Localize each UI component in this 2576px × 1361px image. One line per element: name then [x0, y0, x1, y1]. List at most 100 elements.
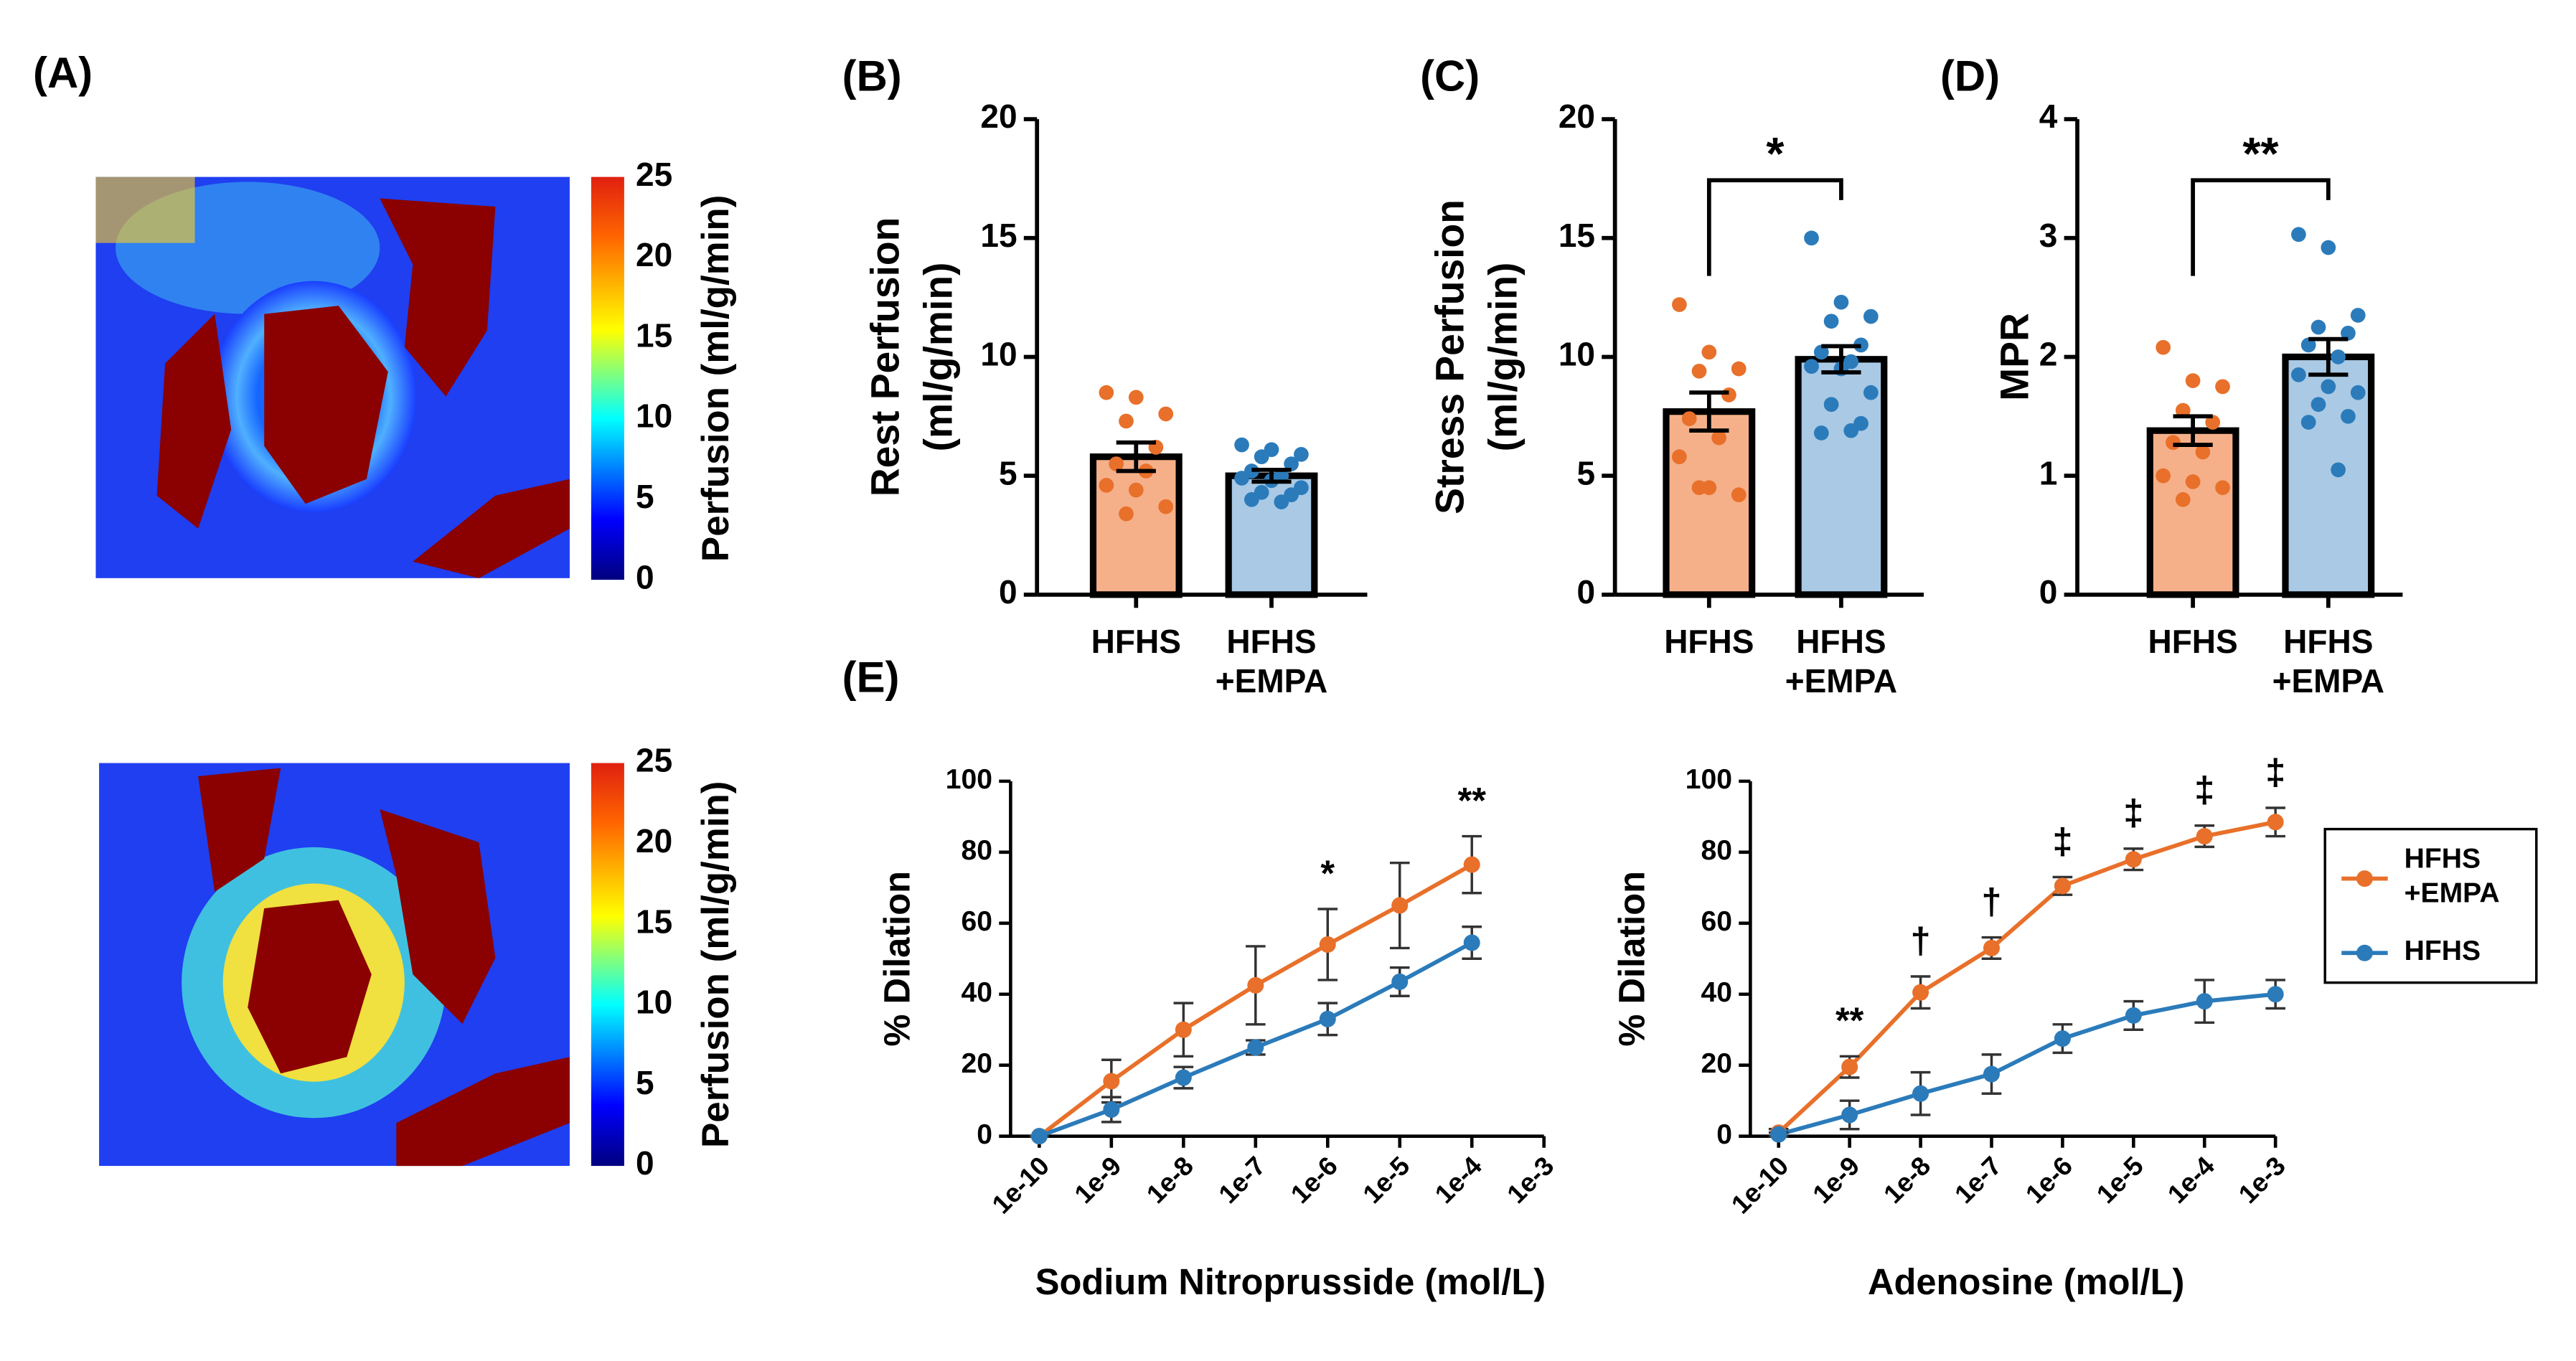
data-point: [1234, 471, 1249, 486]
data-point: [1109, 456, 1124, 471]
y-tick-label: 5: [1576, 454, 1595, 491]
panel-label: (A): [33, 49, 93, 97]
data-point: [1099, 478, 1114, 493]
data-point: [2311, 319, 2326, 335]
data-point: [1863, 309, 1879, 324]
x-tick-label: 1e-10: [1726, 1151, 1795, 1220]
colorbar-tick-label: 15: [636, 903, 672, 940]
data-point: [2311, 397, 2326, 413]
marker: [1912, 984, 1929, 1001]
annotation: ‡: [2123, 792, 2143, 833]
data-point: [1691, 480, 1707, 496]
y-tick-label: 15: [1559, 217, 1595, 254]
x-tick-label: 1e-6: [2020, 1151, 2078, 1209]
y-axis-label: Stress Perfusion: [1428, 199, 1472, 514]
perfusion-map: [95, 176, 570, 578]
error-bar: [1116, 440, 1156, 474]
marker: [1319, 1010, 1336, 1027]
x-tick-label: 1e-3: [1501, 1151, 1559, 1209]
marker: [2196, 993, 2213, 1010]
annotation: **: [1458, 780, 1487, 821]
data-point: [2175, 402, 2191, 418]
perfusion-map: [99, 763, 570, 1167]
y-tick-label: 10: [1559, 336, 1595, 373]
y-tick-label: 0: [1576, 573, 1595, 611]
y-tick-label: 15: [980, 217, 1017, 254]
colorbar-tick-label: 20: [636, 236, 672, 273]
y-tick-label: 0: [1716, 1119, 1732, 1150]
data-point: [1863, 385, 1879, 400]
data-point: [1672, 297, 1687, 312]
marker: [1912, 1085, 1929, 1102]
marker: [1983, 1065, 2000, 1083]
data-point: [2156, 468, 2171, 484]
y-tick-label: 0: [977, 1119, 992, 1150]
marker: [1391, 973, 1409, 990]
marker: [2267, 814, 2284, 831]
data-point: [2185, 474, 2201, 489]
x-tick-label: 1e-6: [1285, 1151, 1343, 1209]
data-point: [2175, 491, 2191, 507]
data-point: [1804, 230, 1819, 246]
data-point: [1701, 344, 1717, 360]
significance-bracket: [2191, 178, 2331, 276]
colorbar-tick-label: 10: [636, 984, 672, 1021]
data-point: [2166, 435, 2181, 451]
y-tick-label: 3: [2039, 217, 2058, 254]
marker: [2125, 851, 2142, 868]
colorbar-label: Perfusion (ml/g/min): [695, 195, 737, 562]
colorbar: [591, 763, 624, 1167]
x-tick-label: 1e-8: [1878, 1151, 1936, 1209]
significance-bracket: [1706, 178, 1843, 276]
data-point: [1099, 385, 1114, 400]
marker: [1247, 1039, 1264, 1056]
marker: [1391, 897, 1409, 914]
x-tick-label: 1e-4: [1429, 1151, 1487, 1209]
error-bar: [1251, 467, 1292, 484]
y-tick-label: 20: [962, 1048, 993, 1079]
legend-marker: [2356, 870, 2373, 887]
annotation: *: [1320, 852, 1335, 893]
panel-label: (D): [1940, 52, 2000, 100]
y-tick-label: 0: [2039, 573, 2058, 611]
data-point: [1804, 359, 1819, 375]
marker: [2267, 986, 2284, 1003]
x-tick-label: 1e-5: [2091, 1151, 2149, 1209]
y-tick-label: 40: [962, 977, 993, 1008]
annotation: †: [1981, 881, 2001, 922]
colorbar-tick-label: 0: [636, 1144, 654, 1182]
y-tick-label: 20: [980, 98, 1017, 135]
data-point: [1234, 437, 1249, 453]
marker: [1841, 1106, 1858, 1124]
data-point: [2195, 444, 2211, 460]
y-tick-label: 10: [980, 336, 1017, 373]
marker: [1175, 1021, 1192, 1038]
y-tick-label: 2: [2039, 336, 2058, 373]
x-tick-label: 1e-10: [987, 1151, 1056, 1220]
panel-label: (C): [1420, 52, 1480, 100]
y-tick-label: 60: [1701, 906, 1733, 937]
data-point: [2321, 240, 2336, 255]
data-point: [2300, 337, 2316, 353]
error-bar: [2173, 414, 2213, 447]
data-point: [1128, 390, 1144, 405]
y-tick-label: 60: [962, 906, 993, 937]
data-point: [2205, 415, 2221, 430]
data-point: [2156, 339, 2171, 355]
data-point: [1254, 449, 1269, 464]
data-point: [1672, 449, 1687, 464]
data-point: [1731, 361, 1747, 377]
data-point: [2321, 379, 2336, 395]
colorbar-tick-label: 10: [636, 397, 672, 435]
marker: [2125, 1007, 2142, 1024]
annotation: ‡: [2194, 769, 2214, 810]
y-tick-label: 1: [2039, 454, 2058, 491]
data-point: [1244, 491, 1259, 507]
y-axis-label: (ml/g/min): [916, 263, 960, 452]
x-tick-label: HFHS: [2148, 623, 2237, 660]
marker: [1103, 1101, 1120, 1119]
panel-label: (E): [842, 653, 900, 701]
legend-marker: [2356, 944, 2373, 961]
error-bar: [1821, 344, 1861, 375]
data-point: [2331, 349, 2346, 364]
